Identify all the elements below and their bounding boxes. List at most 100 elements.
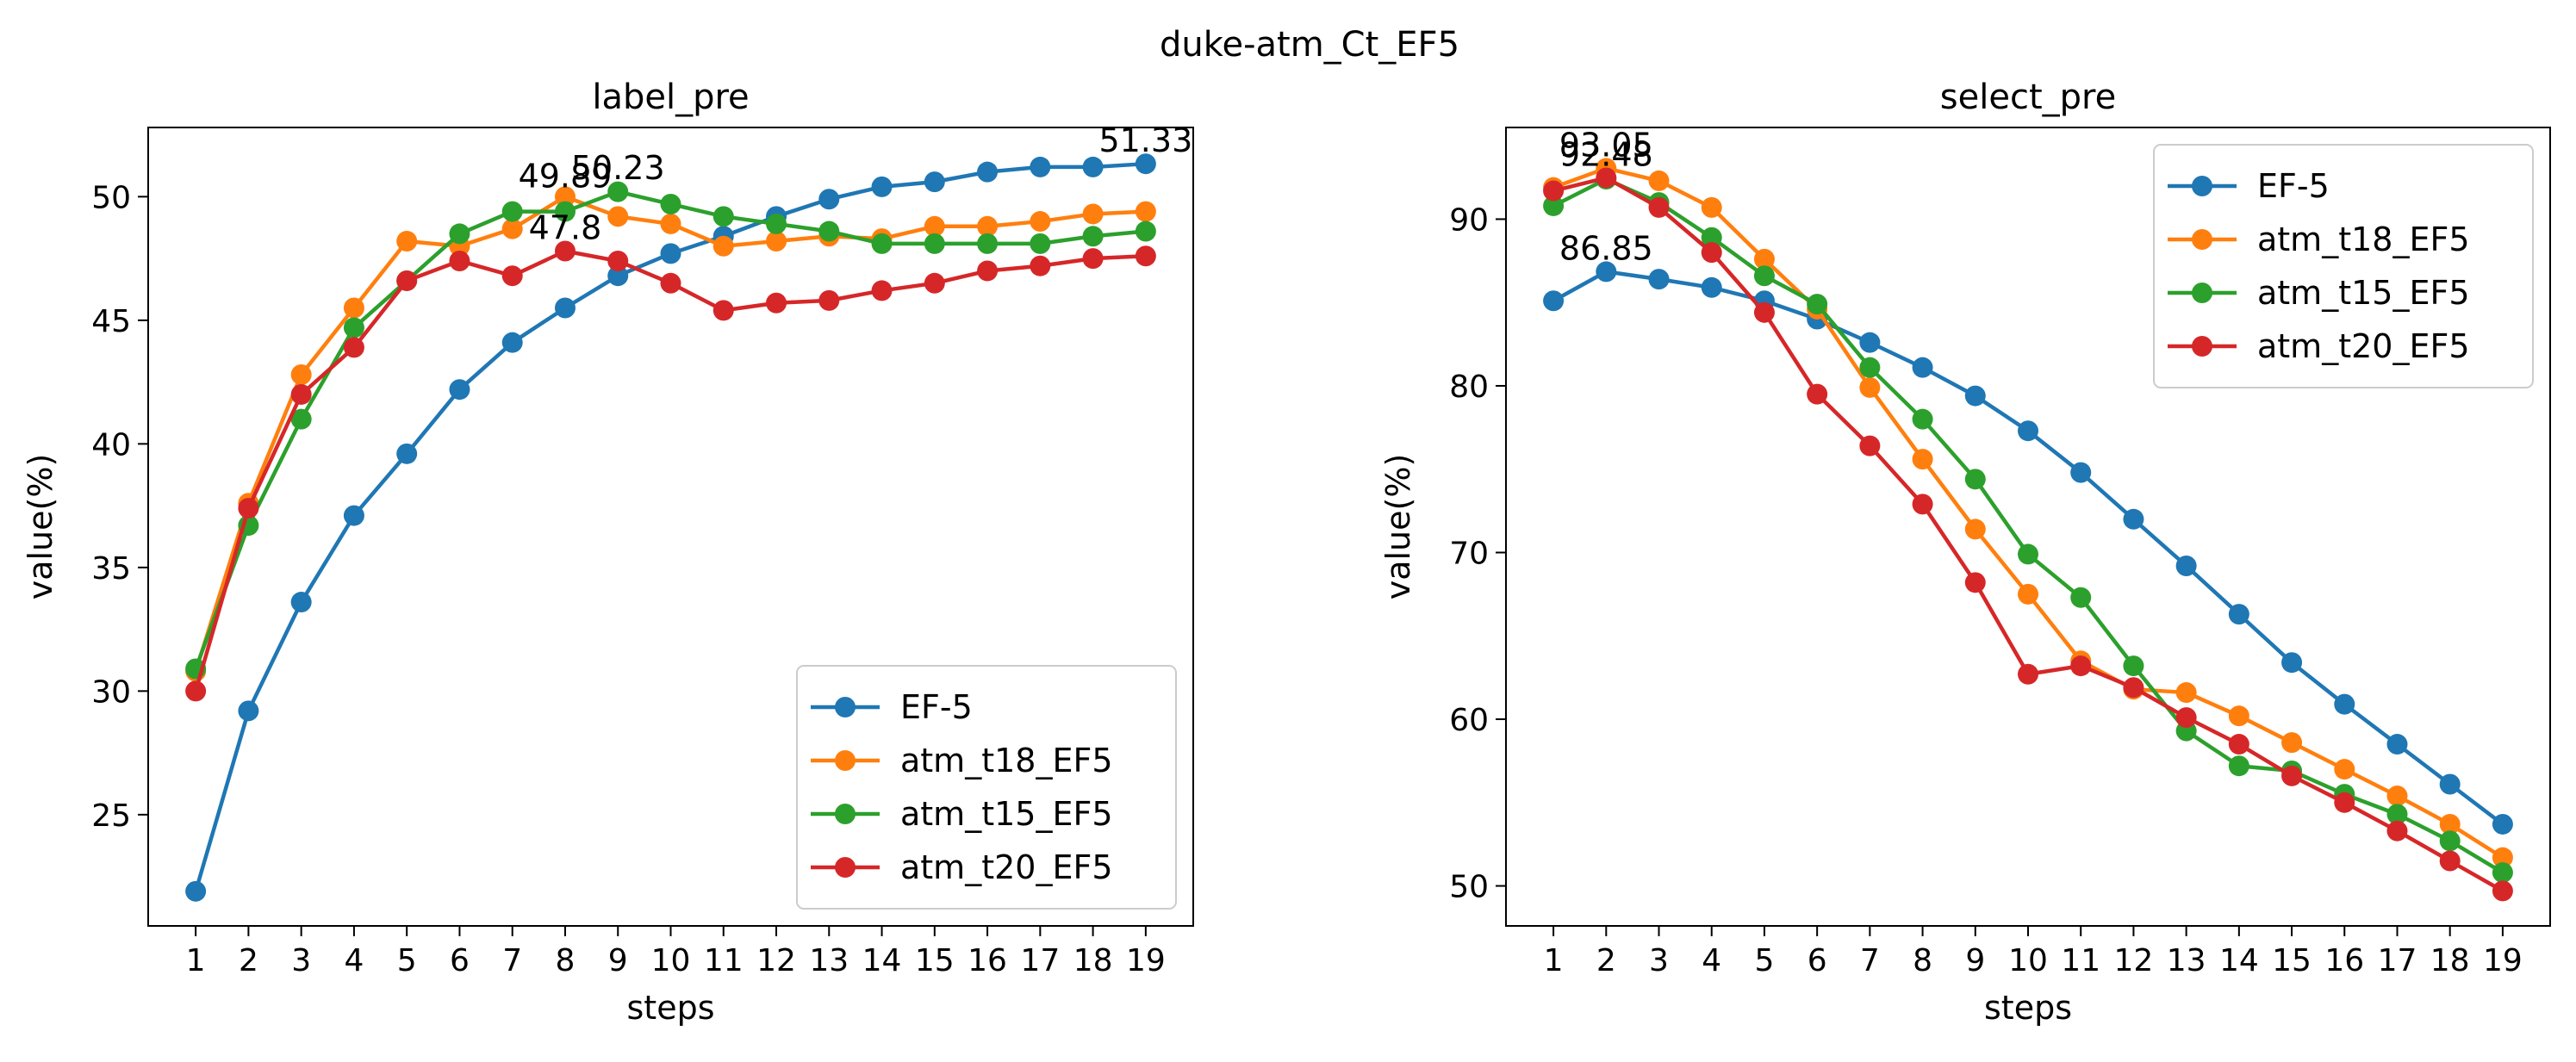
- data-point: [2439, 773, 2461, 795]
- data-point: [449, 379, 470, 401]
- data-point: [977, 233, 999, 254]
- data-point: [501, 332, 523, 353]
- data-point: [871, 280, 893, 301]
- x-tick-label: 6: [450, 943, 470, 978]
- x-tick-label: 8: [1913, 943, 1932, 978]
- data-point: [660, 243, 681, 264]
- data-point: [1912, 494, 1933, 515]
- legend: EF-5 atm_t18_EF5 atm_t15_EF5 atm_t20_EF5: [796, 665, 1177, 910]
- data-point: [1964, 385, 1986, 407]
- x-tick-label: 6: [1808, 943, 1827, 978]
- data-point: [343, 317, 364, 338]
- data-point: [1082, 248, 1104, 270]
- data-point: [1648, 269, 1670, 290]
- chart-title: select_pre: [1940, 78, 2116, 117]
- data-point: [1030, 211, 1051, 233]
- legend-label: EF-5: [900, 688, 973, 726]
- data-point: [2228, 604, 2249, 625]
- data-point: [2439, 850, 2461, 872]
- data-point: [2018, 420, 2038, 442]
- data-point: [766, 213, 787, 234]
- data-point: [2123, 508, 2144, 530]
- data-point: [2175, 682, 2197, 704]
- data-point: [1859, 357, 1881, 378]
- legend-swatch-marker: [835, 750, 856, 771]
- data-point: [396, 231, 418, 252]
- data-point: [924, 272, 945, 294]
- chart-title: label_pre: [592, 78, 749, 117]
- data-point: [818, 289, 840, 311]
- data-point: [712, 235, 734, 257]
- data-point: [607, 265, 629, 287]
- data-point: [1135, 220, 1156, 242]
- data-point: [924, 171, 945, 193]
- legend-box: [2153, 144, 2534, 388]
- data-point: [2492, 880, 2513, 902]
- legend-swatch-marker: [835, 804, 856, 824]
- legend-swatch-marker: [835, 857, 856, 878]
- y-axis-label: value(%): [1379, 454, 1417, 600]
- data-point: [501, 218, 523, 239]
- x-tick-label: 12: [756, 943, 796, 978]
- x-axis-label: steps: [1984, 989, 2072, 1027]
- x-tick-label: 11: [704, 943, 744, 978]
- data-annotation: 47.8: [529, 208, 602, 246]
- data-point: [871, 233, 893, 254]
- legend-label: atm_t18_EF5: [900, 742, 1113, 779]
- data-point: [449, 250, 470, 271]
- y-tick-label: 90: [1449, 202, 1489, 238]
- x-tick-label: 9: [1965, 943, 1985, 978]
- legend-label: atm_t20_EF5: [2257, 327, 2470, 365]
- data-point: [1807, 383, 1828, 405]
- data-point: [2018, 663, 2038, 685]
- data-point: [2123, 655, 2144, 677]
- legend-label: atm_t20_EF5: [900, 848, 1113, 886]
- x-tick-label: 10: [651, 943, 691, 978]
- x-axis-label: steps: [627, 989, 715, 1027]
- x-tick-label: 2: [239, 943, 258, 978]
- data-point: [2492, 847, 2513, 868]
- data-point: [607, 181, 629, 202]
- data-point: [554, 186, 576, 208]
- data-point: [2386, 804, 2408, 825]
- data-point: [238, 497, 259, 519]
- data-point: [924, 215, 945, 237]
- data-point: [1964, 519, 1986, 540]
- data-point: [2123, 677, 2144, 699]
- data-point: [1543, 180, 1565, 202]
- legend: EF-5 atm_t18_EF5 atm_t15_EF5 atm_t20_EF5: [2153, 144, 2534, 388]
- data-point: [1912, 357, 1933, 378]
- x-tick-label: 1: [186, 943, 206, 978]
- y-tick-label: 40: [91, 427, 131, 463]
- data-point: [554, 201, 576, 222]
- data-point: [2070, 462, 2092, 483]
- data-point: [766, 231, 787, 252]
- data-point: [2334, 693, 2355, 715]
- data-point: [1082, 203, 1104, 225]
- x-tick-label: 2: [1596, 943, 1616, 978]
- x-tick-label: 4: [1702, 943, 1721, 978]
- data-point: [554, 297, 576, 319]
- data-point: [554, 240, 576, 262]
- data-point: [1912, 408, 1933, 430]
- data-point: [1701, 227, 1722, 248]
- x-tick-label: 8: [556, 943, 576, 978]
- data-point: [2334, 759, 2355, 780]
- data-point: [660, 272, 681, 294]
- data-point: [1753, 301, 1775, 323]
- data-point: [1807, 294, 1828, 315]
- data-annotation: 49.89: [519, 158, 613, 196]
- data-point: [2228, 705, 2249, 727]
- data-point: [660, 213, 681, 234]
- data-point: [2386, 786, 2408, 807]
- y-tick-label: 60: [1449, 703, 1489, 738]
- data-point: [396, 443, 418, 464]
- data-point: [1543, 290, 1565, 312]
- y-tick-label: 50: [1449, 870, 1489, 905]
- data-point: [2281, 652, 2303, 674]
- data-point: [1701, 242, 1722, 264]
- data-point: [238, 700, 259, 722]
- series-line: [193, 249, 1146, 692]
